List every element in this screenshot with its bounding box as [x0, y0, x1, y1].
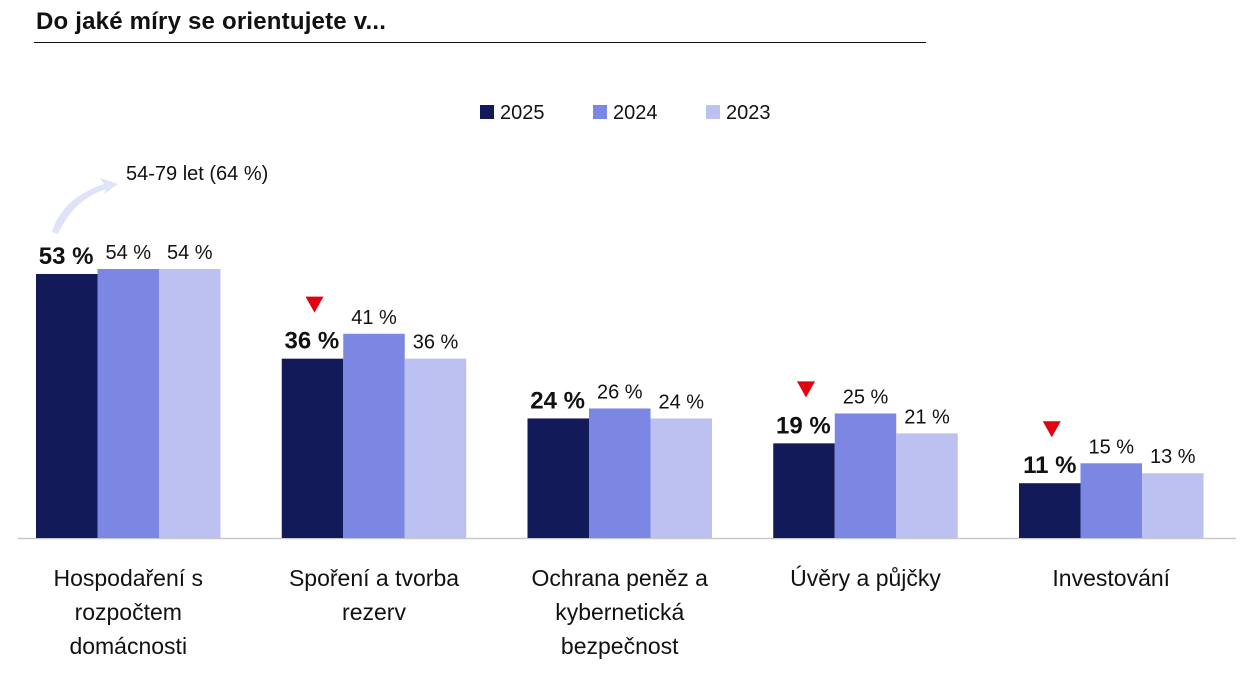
legend-swatch-2025 — [480, 105, 494, 119]
data-label-2025-2: 24 % — [530, 387, 585, 414]
data-label-2024-2: 26 % — [597, 381, 643, 403]
bar-2025-0 — [36, 273, 98, 538]
data-label-2025-4: 11 % — [1023, 452, 1076, 479]
category-label-0-2: domácnosti — [69, 633, 187, 659]
legend-label-2024: 2024 — [613, 102, 658, 124]
title-underline — [34, 42, 926, 43]
category-label-1-1: rezerv — [342, 599, 406, 625]
category-label-2-0: Ochrana peněz a — [532, 565, 709, 591]
data-label-2024-1: 41 % — [351, 307, 397, 329]
bar-2025-3 — [773, 443, 835, 538]
bar-2023-1 — [404, 358, 467, 538]
bar-2024-3 — [834, 413, 897, 538]
bar-2025-4 — [1019, 483, 1081, 538]
data-label-2024-3: 25 % — [843, 386, 889, 408]
legend-label-2023: 2023 — [726, 102, 771, 124]
data-label-2023-3: 21 % — [904, 406, 950, 428]
bar-2024-0 — [97, 269, 159, 538]
annotation-arrow-icon — [52, 178, 118, 234]
decline-marker-3 — [797, 381, 815, 398]
bar-2023-4 — [1142, 473, 1204, 538]
bar-2023-0 — [159, 269, 221, 538]
legend-label-2025: 2025 — [500, 102, 545, 124]
decline-marker-4 — [1042, 421, 1061, 438]
category-label-2-1: kybernetická — [555, 599, 684, 625]
data-label-2023-4: 13 % — [1150, 446, 1196, 468]
data-label-2023-2: 24 % — [658, 391, 704, 413]
data-label-2024-0: 54 % — [105, 242, 151, 264]
decline-marker-1 — [305, 296, 324, 313]
legend-swatch-2023 — [706, 105, 720, 119]
legend-swatch-2024 — [593, 105, 607, 119]
chart-title: Do jaké míry se orientujete v... — [36, 8, 387, 35]
category-label-1-0: Spoření a tvorba — [289, 565, 459, 591]
bar-2025-2 — [527, 418, 589, 538]
category-label-0-1: rozpočtem — [75, 599, 182, 625]
data-label-2025-1: 36 % — [285, 328, 340, 355]
category-label-0-0: Hospodaření s — [53, 565, 203, 591]
category-label-4-0: Investování — [1052, 565, 1170, 591]
bar-2023-3 — [896, 433, 958, 538]
bar-2024-4 — [1080, 463, 1142, 538]
bar-2025-1 — [281, 358, 344, 538]
bar-2024-2 — [589, 408, 651, 538]
data-label-2025-0: 53 % — [39, 243, 94, 270]
category-label-3-0: Úvěry a půjčky — [790, 565, 941, 591]
annotation-text: 54-79 let (64 %) — [126, 163, 268, 185]
bar-2023-2 — [650, 418, 712, 538]
data-label-2024-4: 15 % — [1088, 436, 1134, 458]
data-label-2023-1: 36 % — [413, 332, 459, 354]
category-label-2-2: bezpečnost — [561, 633, 679, 659]
data-label-2023-0: 54 % — [167, 242, 213, 264]
bar-2024-1 — [343, 333, 405, 538]
data-label-2025-3: 19 % — [776, 412, 831, 439]
